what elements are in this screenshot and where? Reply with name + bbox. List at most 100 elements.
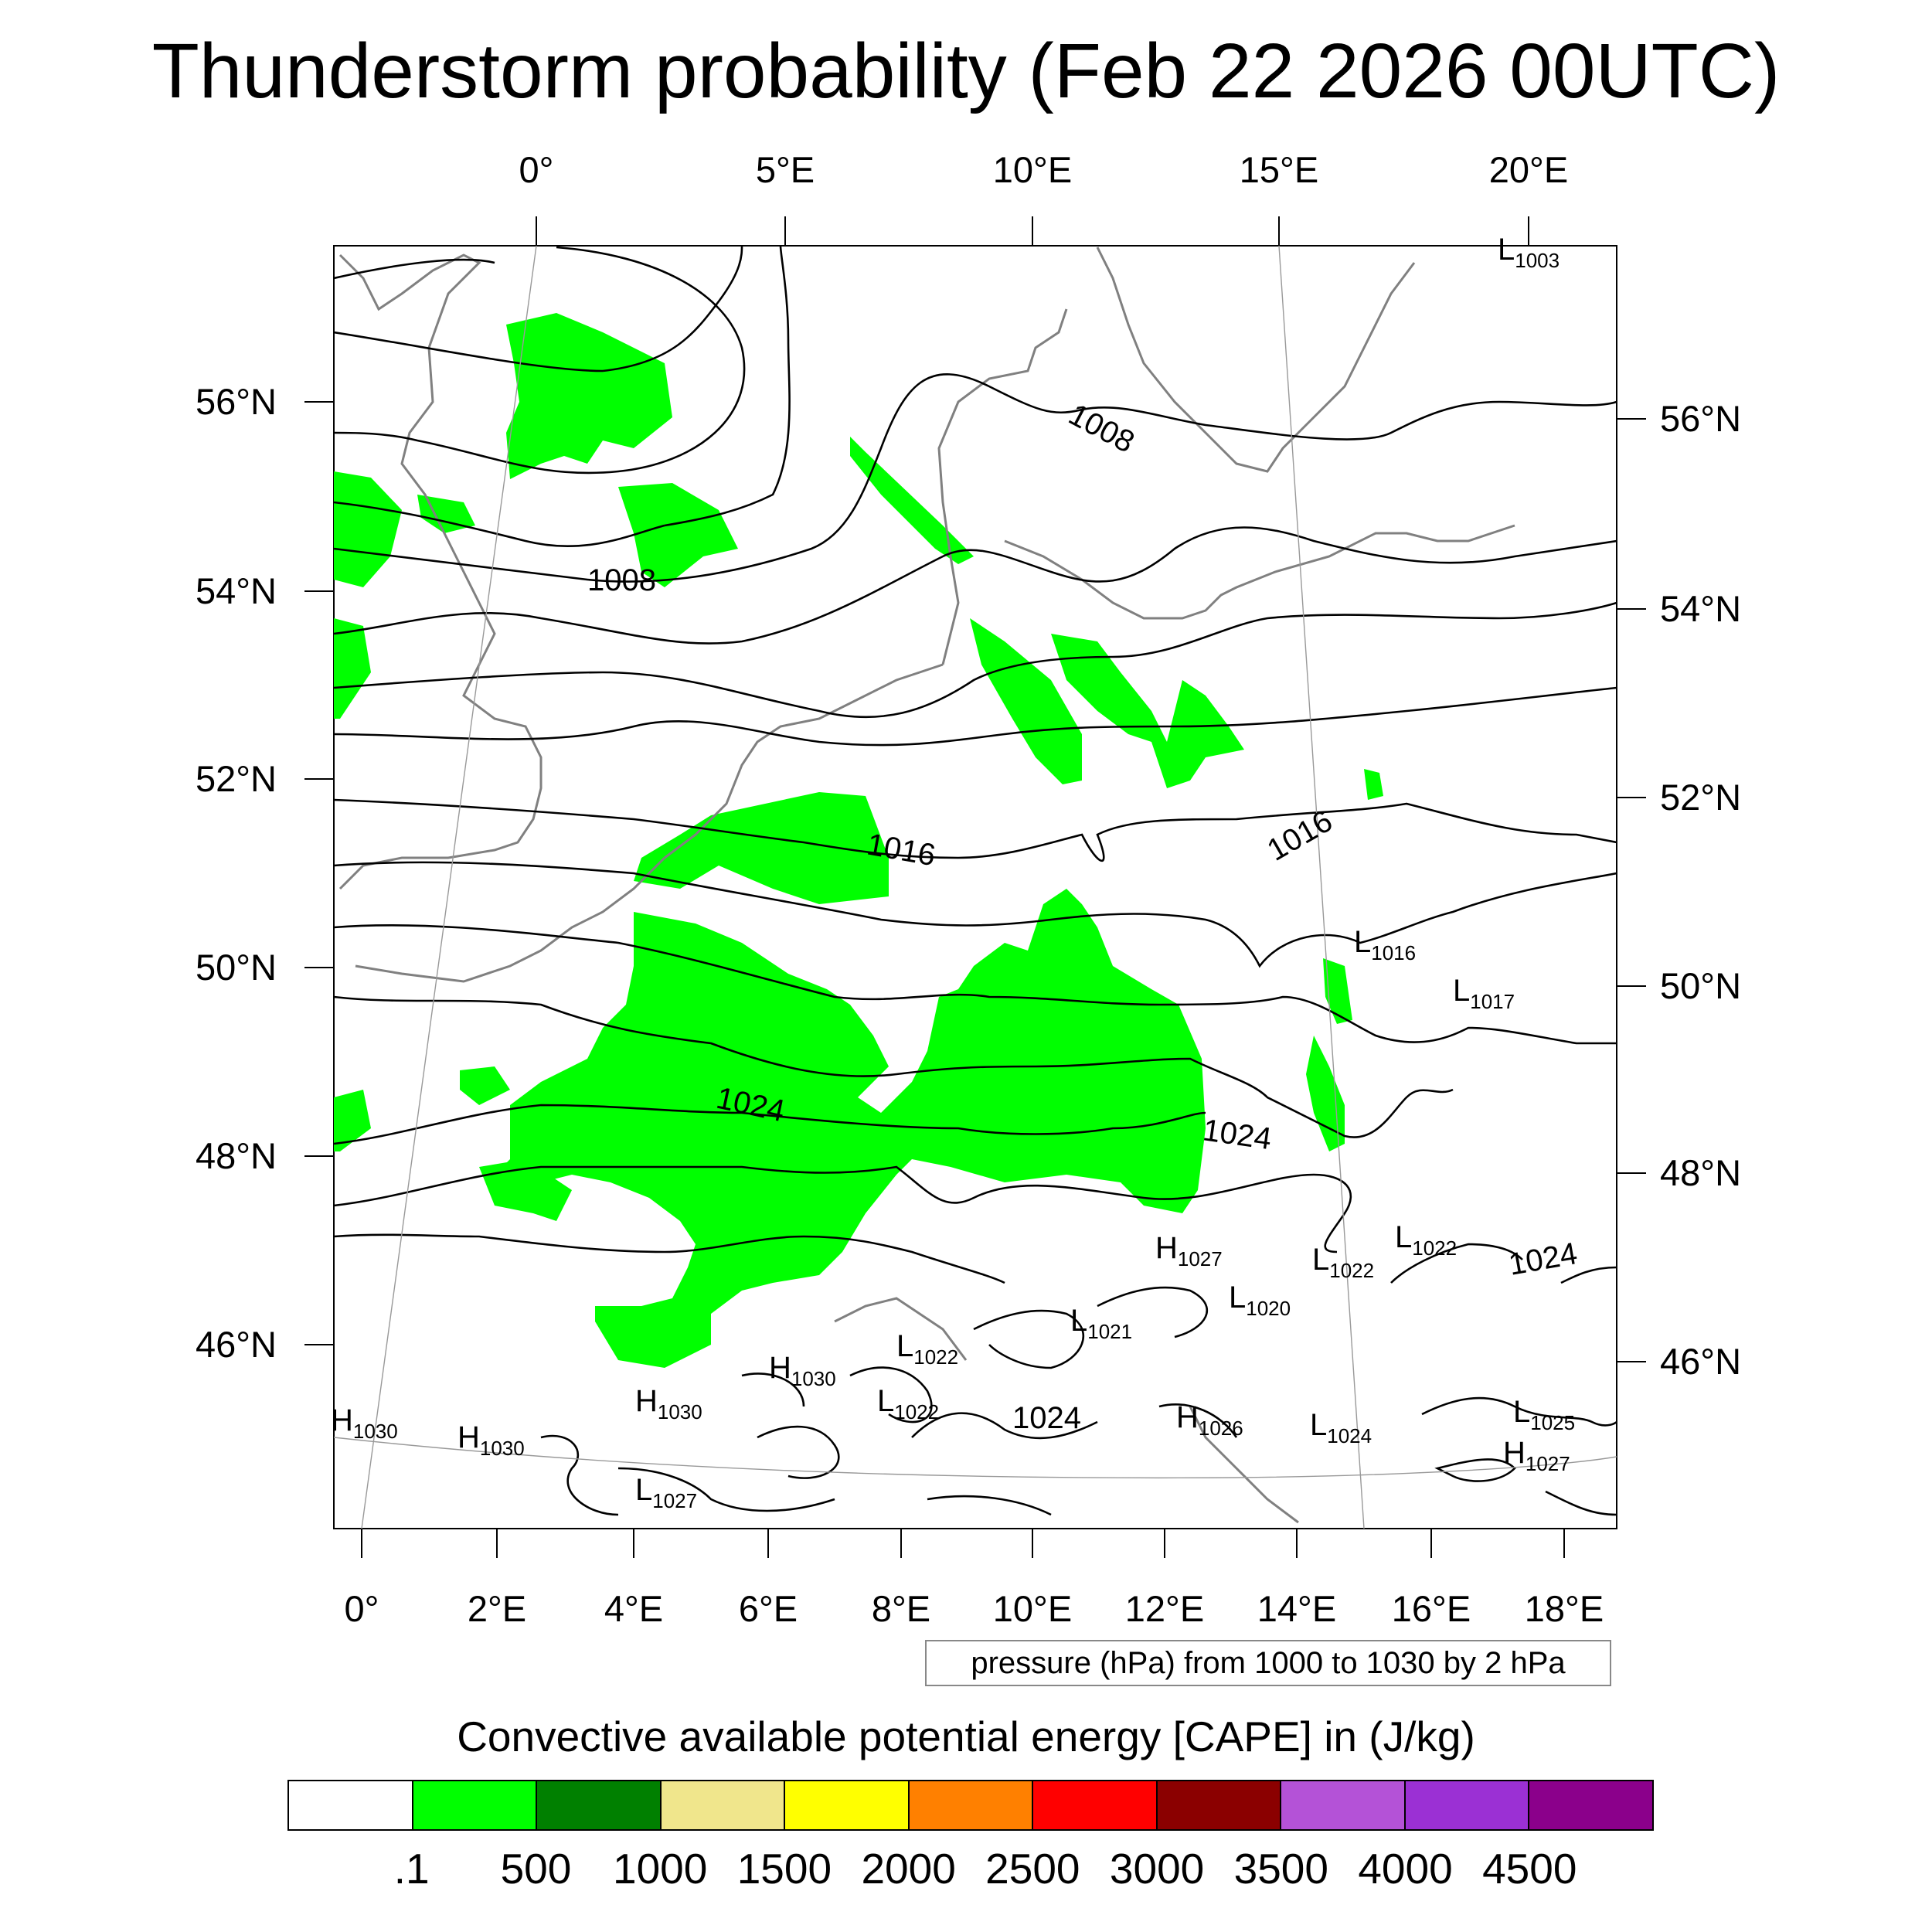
colorbar-label: 2500 [985, 1845, 1080, 1893]
lon-label-bottom: 2°E [468, 1588, 526, 1629]
pressure-center-label: L1022 [1312, 1243, 1374, 1282]
lon-label-top: 10°E [993, 149, 1072, 190]
isobar [1390, 1243, 1523, 1284]
coastline-channel-south [355, 856, 666, 983]
isobar [334, 1233, 1005, 1284]
isobar [334, 601, 1617, 719]
lat-label-right: 48°N [1660, 1152, 1741, 1193]
coastline-sweden [1096, 247, 1416, 473]
isobar [334, 373, 1617, 583]
isobar [334, 246, 746, 474]
isobar [334, 331, 604, 372]
cape-region-denmark-streak [850, 437, 974, 564]
graticule-meridian [361, 246, 537, 1529]
pressure-center-label: L1017 [1453, 974, 1515, 1013]
colorbar-swatch [785, 1781, 910, 1829]
lon-label-bottom: 12°E [1125, 1588, 1204, 1629]
isobar [911, 1412, 1098, 1440]
colorbar-label: 2000 [861, 1845, 956, 1893]
isobar [1434, 1458, 1516, 1482]
lon-label-top: 0° [519, 149, 554, 190]
colorbar-label: 4500 [1482, 1845, 1577, 1893]
cape-region-czech [1306, 1036, 1345, 1151]
coastlines [338, 247, 1515, 1524]
lon-label-bottom: 8°E [872, 1588, 930, 1629]
pressure-center-label: L1022 [896, 1329, 958, 1369]
colorbar-swatch [537, 1781, 662, 1829]
colorbar-label: 1500 [736, 1845, 832, 1893]
cape-region-north-sea-east [618, 483, 738, 587]
cape-region-uk-coast [417, 495, 475, 533]
coastline-adriatic [1189, 1406, 1299, 1524]
coastline-alps-lakes [834, 1297, 968, 1361]
colorbar-label: 3500 [1233, 1845, 1328, 1893]
lat-label-left: 56°N [196, 381, 277, 422]
isobar [741, 1372, 805, 1407]
pressure-center-label: L1025 [1513, 1395, 1575, 1434]
graticule-meridian [1278, 246, 1365, 1529]
isobar [334, 923, 1617, 1045]
isobar [664, 246, 791, 527]
pressure-center-label: L1022 [877, 1384, 939, 1423]
coastline-netherlands [664, 663, 944, 859]
isobar [334, 686, 1617, 747]
colorbar-swatch [661, 1781, 786, 1829]
colorbar-label: 4000 [1358, 1845, 1453, 1893]
cape-region-germany-streak [970, 618, 1082, 784]
colorbar-swatch [289, 1781, 413, 1829]
isobar [617, 1467, 835, 1512]
coastline-baltic-south [1004, 524, 1515, 620]
graticule-parallel [334, 1437, 1617, 1479]
lat-label-right: 56°N [1660, 398, 1741, 439]
colorbar-label: .1 [393, 1845, 430, 1893]
isobars [334, 246, 1617, 1516]
isobar-label: 1024 [1012, 1401, 1081, 1435]
pressure-center-label: H1027 [1155, 1231, 1223, 1270]
colorbar-label: 1000 [612, 1845, 708, 1893]
isobar [334, 798, 1617, 862]
coastline-denmark [937, 308, 1068, 665]
pressure-center-label: L1016 [1354, 925, 1416, 964]
cape-region-north-sea [506, 313, 672, 479]
colorbar-labels: .1 500 1000 1500 2000 2500 3000 3500 4000 4500 [287, 1844, 1654, 1898]
isobar [334, 501, 665, 547]
colorbar-swatch [909, 1781, 1034, 1829]
pressure-center-label: H1030 [769, 1351, 836, 1390]
isobar [334, 861, 1617, 968]
isobar-label: 1008 [587, 563, 656, 597]
pressure-center-label: L1020 [1229, 1281, 1291, 1320]
lat-label-left: 48°N [196, 1135, 277, 1176]
lon-label-bottom: 6°E [739, 1588, 798, 1629]
graticule [334, 246, 1617, 1529]
chart-title: Thunderstorm probability (Feb 22 2026 00… [151, 28, 1781, 114]
isobar [334, 1165, 1352, 1253]
pressure-center-label: H1030 [457, 1420, 525, 1460]
cape-region-uk-mid [334, 618, 371, 719]
colorbar-swatch [1529, 1781, 1653, 1829]
cape-region-france-germany [487, 889, 1206, 1368]
lon-label-top: 15°E [1240, 149, 1318, 190]
isobar [1545, 1490, 1617, 1516]
colorbar-label: 3000 [1109, 1845, 1205, 1893]
lon-label-top: 20°E [1489, 149, 1568, 190]
lat-label-left: 50°N [196, 947, 277, 988]
cape-region-uk-north [334, 471, 402, 587]
lat-label-left: 52°N [196, 758, 277, 799]
cape-region-poland [1323, 958, 1352, 1024]
isobar [1097, 1286, 1208, 1338]
cape-region-channel [334, 1090, 371, 1151]
colorbar-swatch [413, 1781, 538, 1829]
colorbar-swatch [1405, 1781, 1530, 1829]
pressure-center-label: H1030 [331, 1403, 398, 1443]
cape-region-sw-france [479, 1159, 572, 1221]
isobar [757, 1425, 840, 1479]
isobar [1560, 1266, 1617, 1284]
lat-label-right: 54°N [1660, 588, 1741, 629]
lon-label-top: 5°E [756, 149, 815, 190]
colorbar-swatch [1281, 1781, 1406, 1829]
pressure-center-label: H1030 [635, 1384, 702, 1423]
pressure-center-label: H1026 [1176, 1400, 1243, 1440]
pressure-center-label: L1021 [1070, 1304, 1132, 1343]
isobar [1158, 1403, 1238, 1438]
